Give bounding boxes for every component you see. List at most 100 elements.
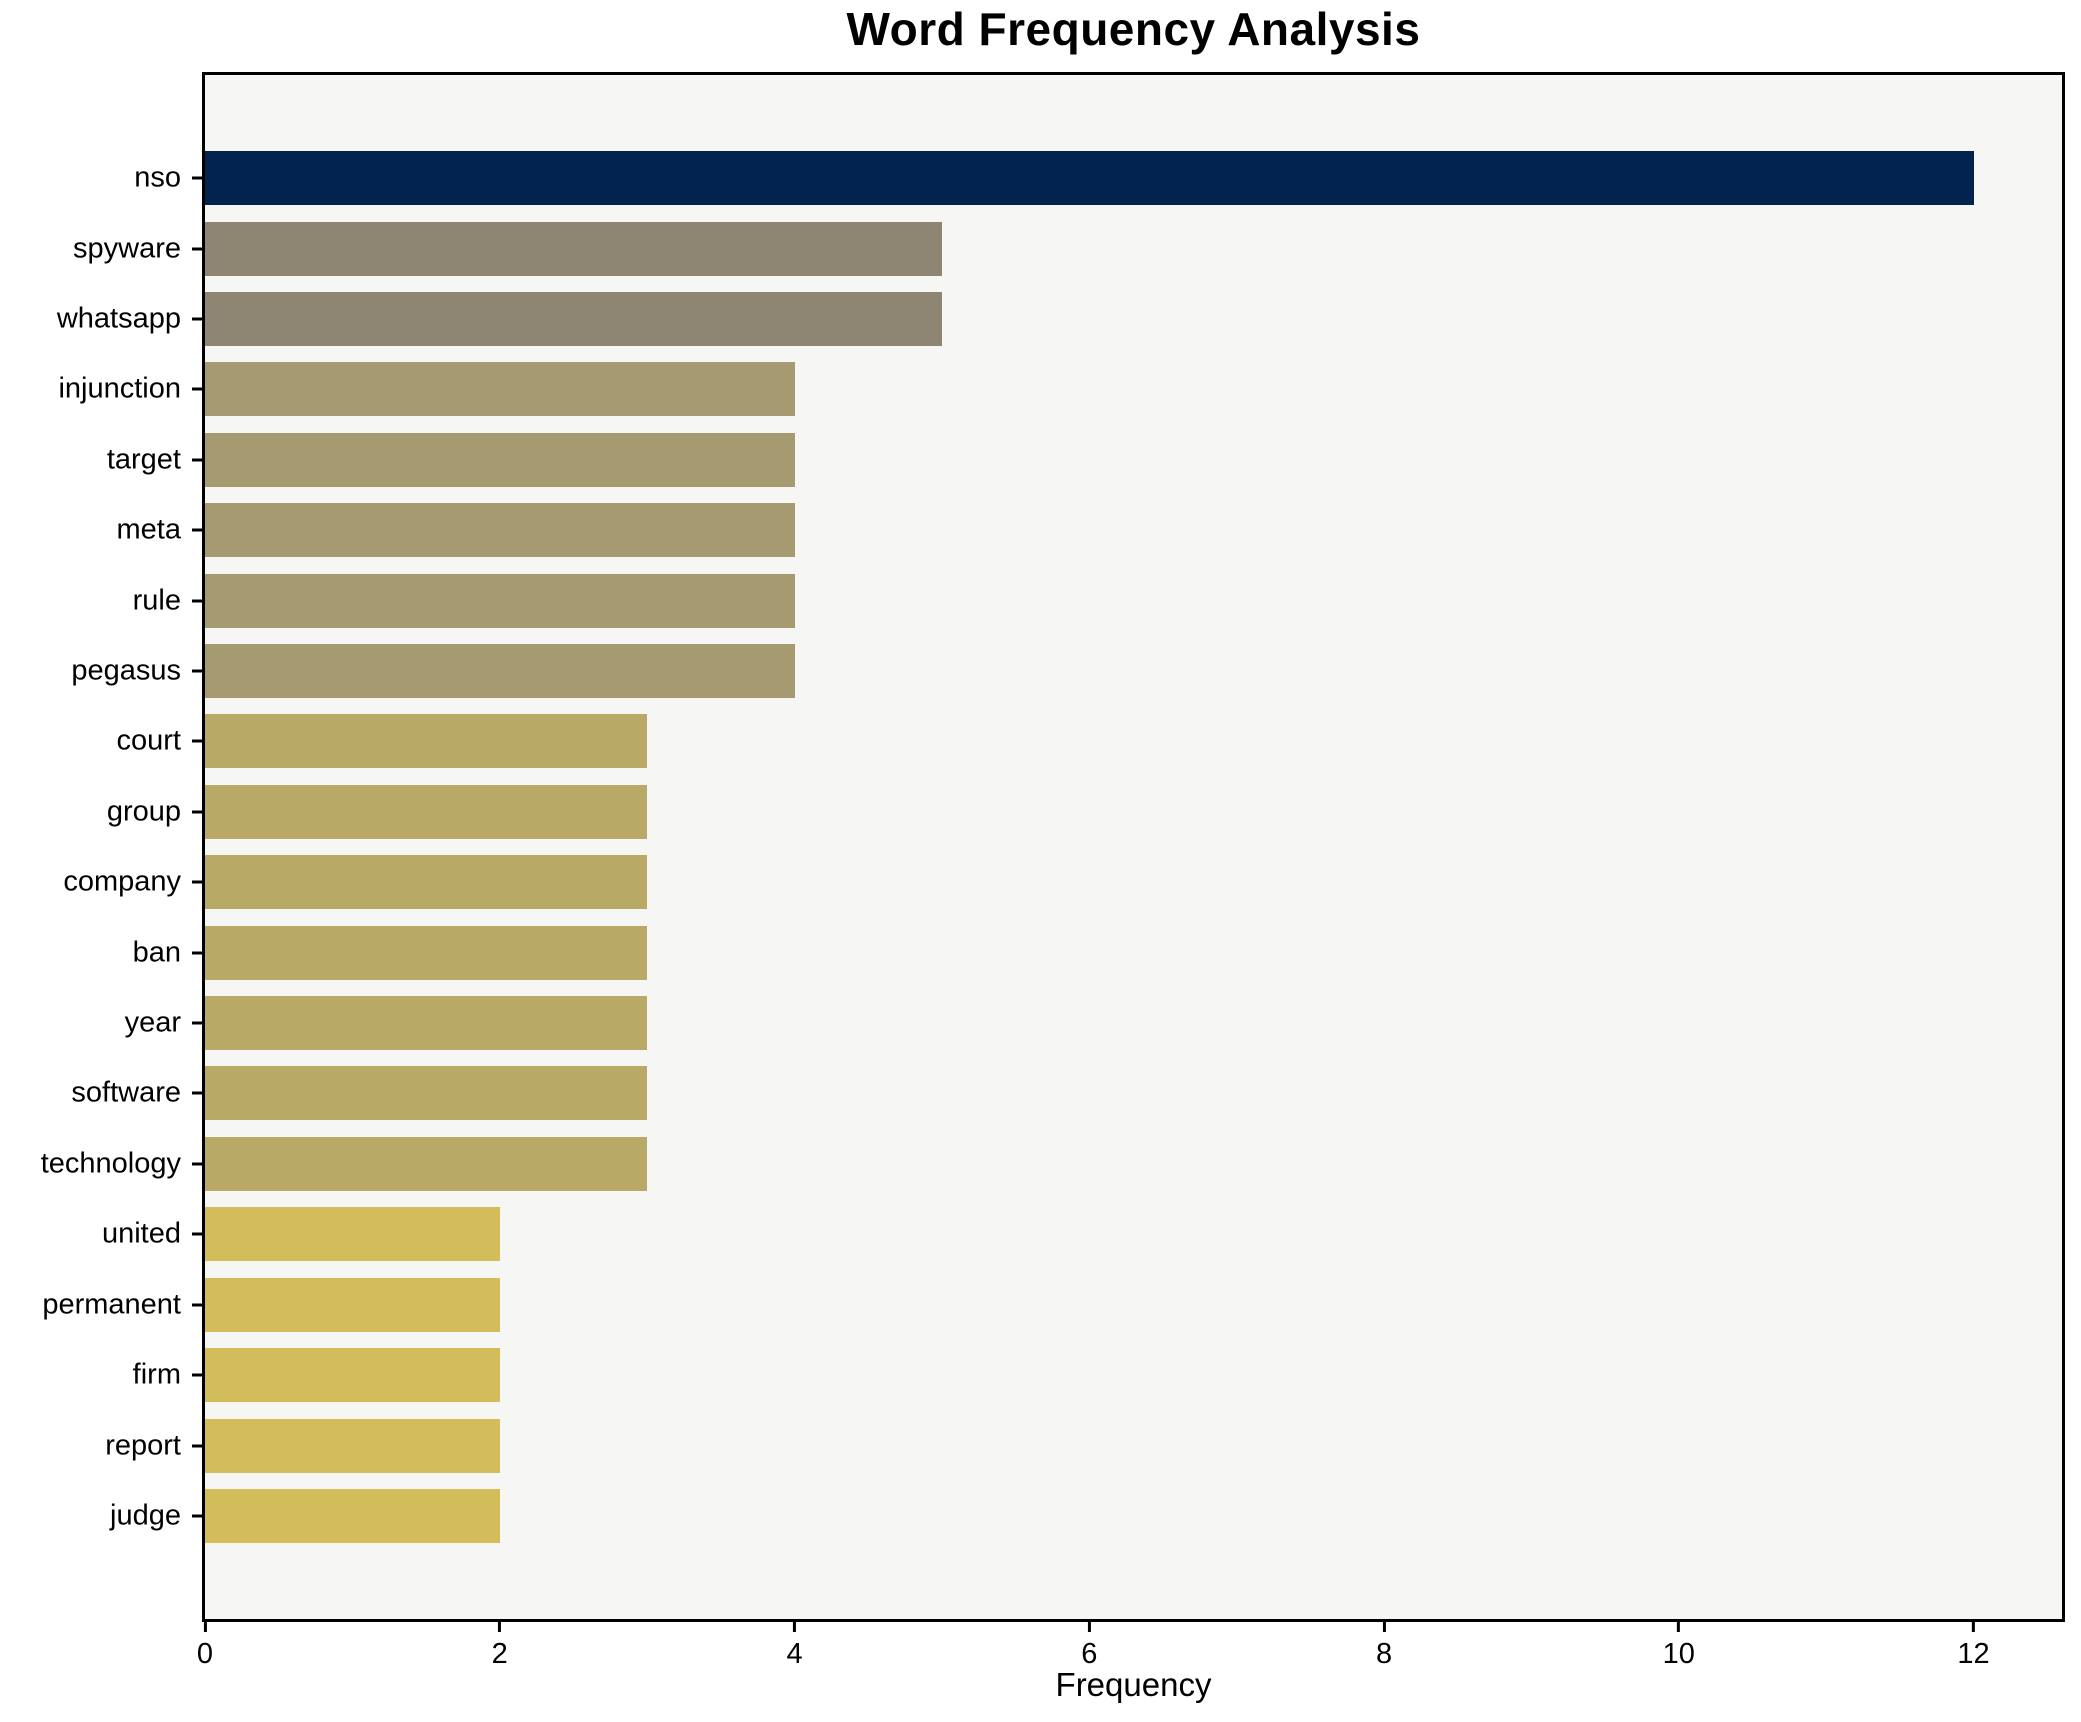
bar-row: whatsapp: [57, 284, 2062, 354]
x-tick-label: 2: [491, 1638, 508, 1670]
y-axis-label: company: [63, 865, 181, 898]
x-tick-label: 4: [786, 1638, 803, 1670]
y-axis-label: ban: [132, 936, 181, 969]
y-axis-label: meta: [116, 513, 181, 546]
plot-area: nso spyware whatsapp injunction target meta ru…: [41, 72, 2065, 1669]
y-tick-mark: [192, 317, 202, 321]
y-tick-mark: [192, 1232, 202, 1236]
bar-row: injunction: [58, 354, 2062, 424]
frequency-bar: [205, 1348, 500, 1403]
y-tick-mark: [192, 528, 202, 532]
x-tick: 0: [197, 1619, 213, 1669]
y-axis-label: judge: [110, 1499, 181, 1532]
y-axis-label: whatsapp: [56, 302, 181, 335]
y-axis-label: group: [106, 795, 181, 828]
frequency-bar: [205, 1136, 648, 1191]
bar-row: firm: [133, 1340, 2062, 1410]
bar-row: technology: [41, 1129, 2062, 1199]
bar-row: year: [125, 988, 2062, 1058]
bar-row: company: [63, 847, 2062, 917]
frequency-bar: [205, 714, 648, 769]
frequency-bar: [205, 1418, 500, 1473]
y-tick-mark: [192, 1303, 202, 1307]
x-tick: 12: [1957, 1619, 1990, 1670]
x-tick-label: 12: [1957, 1638, 1990, 1670]
x-tick-mark: [793, 1622, 797, 1632]
bar-row: group: [107, 777, 2062, 847]
y-axis-label: nso: [134, 161, 181, 194]
y-axis-label: firm: [132, 1358, 181, 1391]
frequency-bar: [205, 996, 648, 1051]
frequency-bar: [205, 1207, 500, 1262]
bar-row: spyware: [73, 213, 2062, 283]
bar-row: court: [117, 706, 2062, 776]
bar-row: ban: [133, 917, 2062, 987]
frequency-bar: [205, 1488, 500, 1543]
y-tick-mark: [192, 176, 202, 180]
x-tick-mark: [1972, 1622, 1976, 1632]
y-tick-mark: [192, 1373, 202, 1377]
x-tick: 10: [1663, 1619, 1695, 1669]
bar-row: judge: [110, 1481, 2062, 1551]
bar-row: report: [105, 1410, 2062, 1480]
bar-row: nso: [134, 143, 2062, 213]
x-tick-label: 10: [1662, 1638, 1695, 1670]
frequency-bar: [205, 221, 942, 276]
x-tick: 6: [1081, 1619, 1097, 1669]
y-tick-mark: [192, 669, 202, 673]
y-axis-label: year: [124, 1006, 181, 1039]
bars-container: nso spyware whatsapp injunction target meta ru…: [41, 75, 2062, 1619]
x-tick-mark: [498, 1622, 502, 1632]
y-axis-label: target: [106, 443, 181, 476]
bar-row: pegasus: [71, 636, 2062, 706]
y-tick-mark: [192, 387, 202, 391]
x-tick-label: 0: [196, 1638, 214, 1670]
y-axis-label: united: [101, 1217, 181, 1250]
bar-row: meta: [117, 495, 2062, 565]
bar-row: united: [102, 1199, 2062, 1269]
y-axis-label: technology: [40, 1147, 181, 1180]
x-tick-label: 8: [1375, 1638, 1393, 1670]
y-axis-label: permanent: [42, 1288, 181, 1321]
y-tick-mark: [192, 1514, 202, 1518]
y-axis-label: rule: [132, 584, 181, 617]
y-tick-mark: [192, 739, 202, 743]
x-tick-mark: [1677, 1622, 1681, 1632]
y-tick-mark: [192, 1021, 202, 1025]
y-tick-mark: [192, 810, 202, 814]
frequency-bar: [205, 362, 795, 417]
x-tick: 8: [1376, 1619, 1392, 1669]
y-tick-mark: [192, 1162, 202, 1166]
bar-row: permanent: [42, 1270, 2062, 1340]
x-axis-label: Frequency: [1055, 1666, 1212, 1703]
y-tick-mark: [192, 247, 202, 251]
y-axis-label: software: [71, 1076, 181, 1109]
frequency-bar: [205, 644, 795, 699]
bar-row: software: [71, 1058, 2062, 1128]
frequency-bar: [205, 432, 795, 487]
bar-row: rule: [133, 565, 2062, 635]
frequency-bar: [205, 151, 1974, 206]
frequency-bar: [205, 503, 795, 558]
frequency-bar: [205, 784, 648, 839]
frequency-bar: [205, 292, 942, 347]
frequency-bar: [205, 855, 648, 910]
y-axis-label: injunction: [58, 372, 181, 405]
y-tick-mark: [192, 951, 202, 955]
chart-title: Word Frequency Analysis: [846, 3, 1421, 55]
frequency-bar: [205, 573, 795, 628]
frequency-bar: [205, 1066, 648, 1121]
x-tick-mark: [203, 1622, 207, 1632]
y-axis-label: pegasus: [71, 654, 181, 687]
frequency-bar: [205, 1277, 500, 1332]
x-tick-label: 6: [1081, 1638, 1098, 1670]
y-axis-label: report: [105, 1429, 181, 1462]
y-axis-label: spyware: [73, 232, 181, 265]
y-tick-mark: [192, 599, 202, 603]
y-axis-label: court: [116, 724, 181, 757]
x-tick-mark: [1087, 1622, 1091, 1632]
x-tick-mark: [1382, 1622, 1386, 1632]
y-tick-mark: [192, 458, 202, 462]
y-tick-mark: [192, 1091, 202, 1095]
